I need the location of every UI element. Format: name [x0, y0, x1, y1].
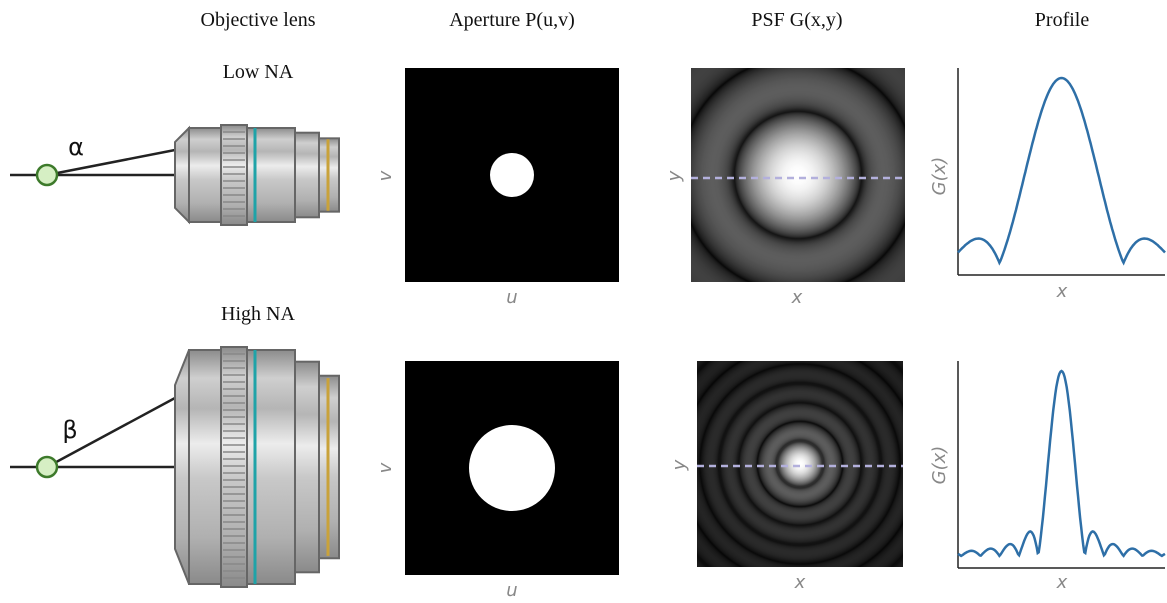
axis-label: x [1056, 572, 1068, 593]
angle-label: β [62, 416, 77, 444]
figure: Objective lens Aperture P(u,v) PSF G(x,y… [0, 0, 1167, 603]
objective-lens [10, 347, 339, 587]
column-header: Objective lens [201, 9, 316, 31]
column-header: PSF G(x,y) [751, 9, 842, 31]
axis-label: y [669, 459, 690, 471]
axis-label: y [664, 170, 685, 182]
lens-front [175, 350, 189, 584]
column-header: Aperture P(u,v) [449, 9, 575, 31]
axis-label: v [375, 170, 396, 181]
lens-front [175, 128, 189, 222]
profile-curve [958, 371, 1165, 556]
ray [47, 150, 175, 175]
axis-label: G(x) [929, 446, 950, 485]
page: Objective lens Aperture P(u,v) PSF G(x,y… [0, 0, 1167, 603]
lens-ring [221, 125, 247, 225]
objective-lens [10, 125, 339, 225]
psf-image [691, 68, 905, 282]
psf-image [697, 361, 903, 567]
row-label: High NA [221, 303, 295, 325]
aperture-opening [469, 425, 555, 511]
lens-rear [295, 362, 319, 573]
axis-label: u [506, 287, 517, 308]
profile-curve [958, 78, 1165, 263]
aperture-opening [490, 153, 534, 197]
axis-label: x [791, 287, 803, 308]
lens-ring [221, 347, 247, 587]
axis-label: G(x) [929, 157, 950, 196]
axis-label: x [794, 572, 806, 593]
focal-point [37, 165, 57, 185]
axis-label: u [506, 580, 517, 601]
row-label: Low NA [223, 61, 294, 83]
focal-point [37, 457, 57, 477]
axis-label: v [375, 462, 396, 473]
column-header: Profile [1035, 9, 1090, 31]
angle-label: α [68, 133, 84, 161]
lens-rear [295, 133, 319, 218]
axis-label: x [1056, 281, 1068, 302]
